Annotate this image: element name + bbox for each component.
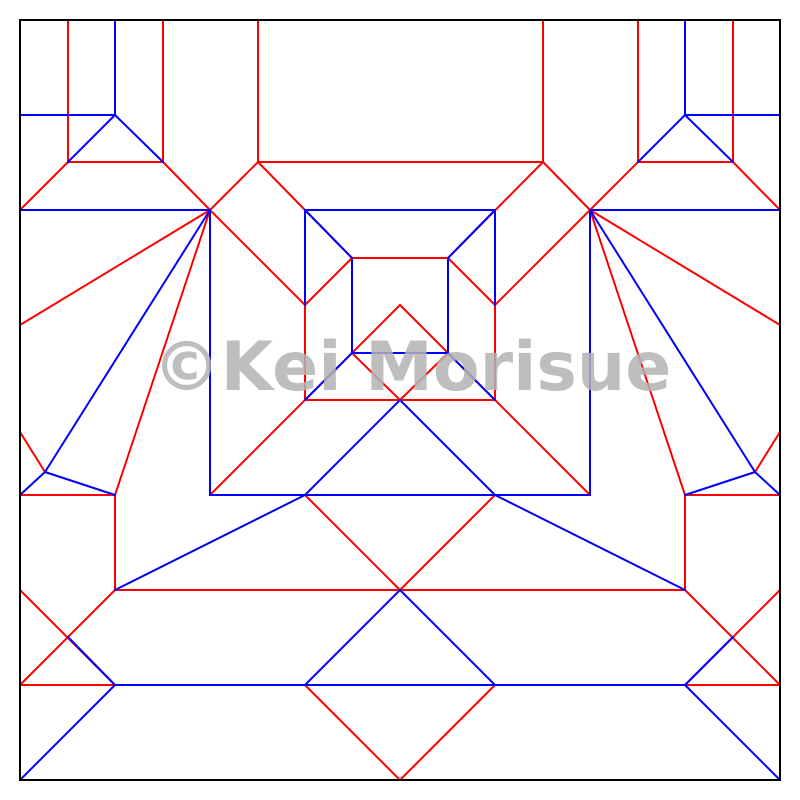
valley-fold-line-2 bbox=[67, 114, 116, 163]
mountain-fold-line-4 bbox=[19, 161, 69, 211]
mountain-fold-line-32 bbox=[589, 209, 686, 496]
mountain-fold-line-41 bbox=[304, 494, 401, 591]
watermark: ©Kei Morisue bbox=[153, 328, 672, 407]
valley-fold-line-32 bbox=[494, 494, 686, 591]
mountain-fold-line-10 bbox=[589, 161, 639, 211]
valley-fold-line-27 bbox=[754, 471, 781, 496]
valley-fold-line-28 bbox=[304, 399, 401, 496]
valley-fold-line-7 bbox=[637, 114, 686, 163]
mountain-fold-line-19 bbox=[304, 257, 353, 306]
mountain-fold-line-11 bbox=[732, 161, 781, 211]
valley-fold-line-19 bbox=[447, 352, 496, 401]
valley-fold-line-8 bbox=[684, 114, 734, 163]
mountain-fold-line-31 bbox=[589, 209, 781, 326]
valley-fold-line-25 bbox=[589, 209, 756, 473]
mountain-fold-line-5 bbox=[162, 161, 211, 211]
valley-fold-line-36 bbox=[19, 684, 116, 781]
mountain-fold-line-20 bbox=[494, 209, 591, 306]
valley-fold-line-31 bbox=[114, 494, 306, 591]
mountain-fold-line-22 bbox=[447, 257, 496, 306]
mountain-fold-line-28 bbox=[399, 352, 449, 401]
mountain-fold-line-29 bbox=[19, 209, 211, 326]
valley-fold-line-29 bbox=[399, 399, 496, 496]
paper-border bbox=[19, 19, 781, 781]
mountain-fold-line-36 bbox=[754, 431, 781, 473]
valley-fold-line-34 bbox=[399, 589, 496, 686]
mountain-fold-line-51 bbox=[399, 684, 496, 781]
mountain-fold-line-15 bbox=[209, 161, 259, 211]
valley-fold-line-13 bbox=[304, 209, 353, 259]
mountain-fold-line-16 bbox=[542, 161, 591, 211]
valley-fold-line-14 bbox=[447, 209, 496, 259]
valley-fold-line-22 bbox=[44, 209, 211, 473]
mountain-fold-lines bbox=[19, 19, 781, 781]
valley-fold-line-39 bbox=[684, 636, 734, 686]
valley-fold-line-3 bbox=[114, 114, 164, 163]
valley-fold-lines bbox=[19, 19, 781, 781]
mountain-fold-line-30 bbox=[114, 209, 211, 496]
mountain-fold-line-27 bbox=[351, 352, 401, 401]
valley-fold-line-18 bbox=[304, 352, 353, 401]
mountain-fold-line-42 bbox=[399, 494, 496, 591]
valley-fold-line-23 bbox=[44, 471, 116, 496]
valley-fold-line-26 bbox=[684, 471, 756, 496]
mountain-fold-line-50 bbox=[304, 684, 401, 781]
valley-fold-line-24 bbox=[19, 471, 46, 496]
valley-fold-line-38 bbox=[67, 636, 116, 686]
valley-fold-line-37 bbox=[684, 684, 781, 781]
mountain-fold-line-17 bbox=[209, 209, 306, 306]
mountain-fold-line-33 bbox=[19, 431, 46, 473]
valley-fold-line-33 bbox=[304, 589, 401, 686]
